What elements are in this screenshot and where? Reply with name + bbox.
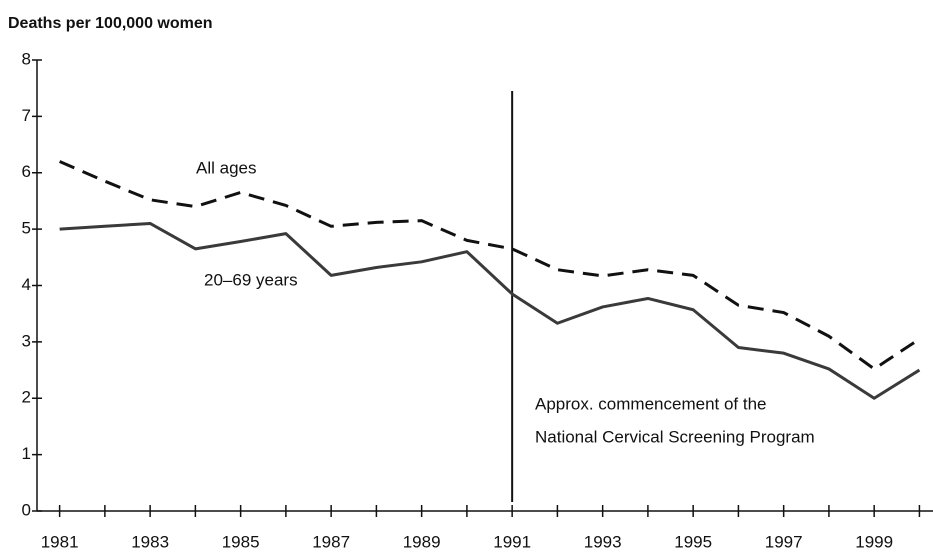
y-tick-label: 4: [22, 275, 31, 294]
y-tick-label: 0: [22, 500, 31, 519]
y-tick-label: 1: [22, 444, 31, 463]
annotation: Approx. commencement of the: [535, 394, 767, 413]
y-tick-label: 5: [22, 219, 31, 238]
x-tick-label: 1993: [584, 532, 622, 551]
y-tick-label: 2: [22, 388, 31, 407]
series-label: All ages: [196, 158, 256, 177]
x-tick-label: 1999: [855, 532, 893, 551]
y-tick-label: 3: [22, 331, 31, 350]
x-tick-label: 1991: [493, 532, 531, 551]
series-label: 20–69 years: [204, 270, 298, 289]
x-tick-label: 1981: [41, 532, 79, 551]
x-tick-label: 1983: [131, 532, 169, 551]
y-tick-label: 6: [22, 162, 31, 181]
x-tick-label: 1985: [222, 532, 260, 551]
y-tick-label: 8: [22, 49, 31, 68]
series-line: [59, 221, 921, 400]
x-tick-label: 1997: [765, 532, 803, 551]
annotation: National Cervical Screening Program: [535, 427, 815, 446]
x-tick-label: 1987: [312, 532, 350, 551]
chart-title: Deaths per 100,000 women: [8, 15, 213, 32]
y-tick-label: 7: [22, 106, 31, 125]
x-tick-label: 1995: [674, 532, 712, 551]
series-line: [59, 160, 921, 371]
x-tick-label: 1989: [403, 532, 441, 551]
